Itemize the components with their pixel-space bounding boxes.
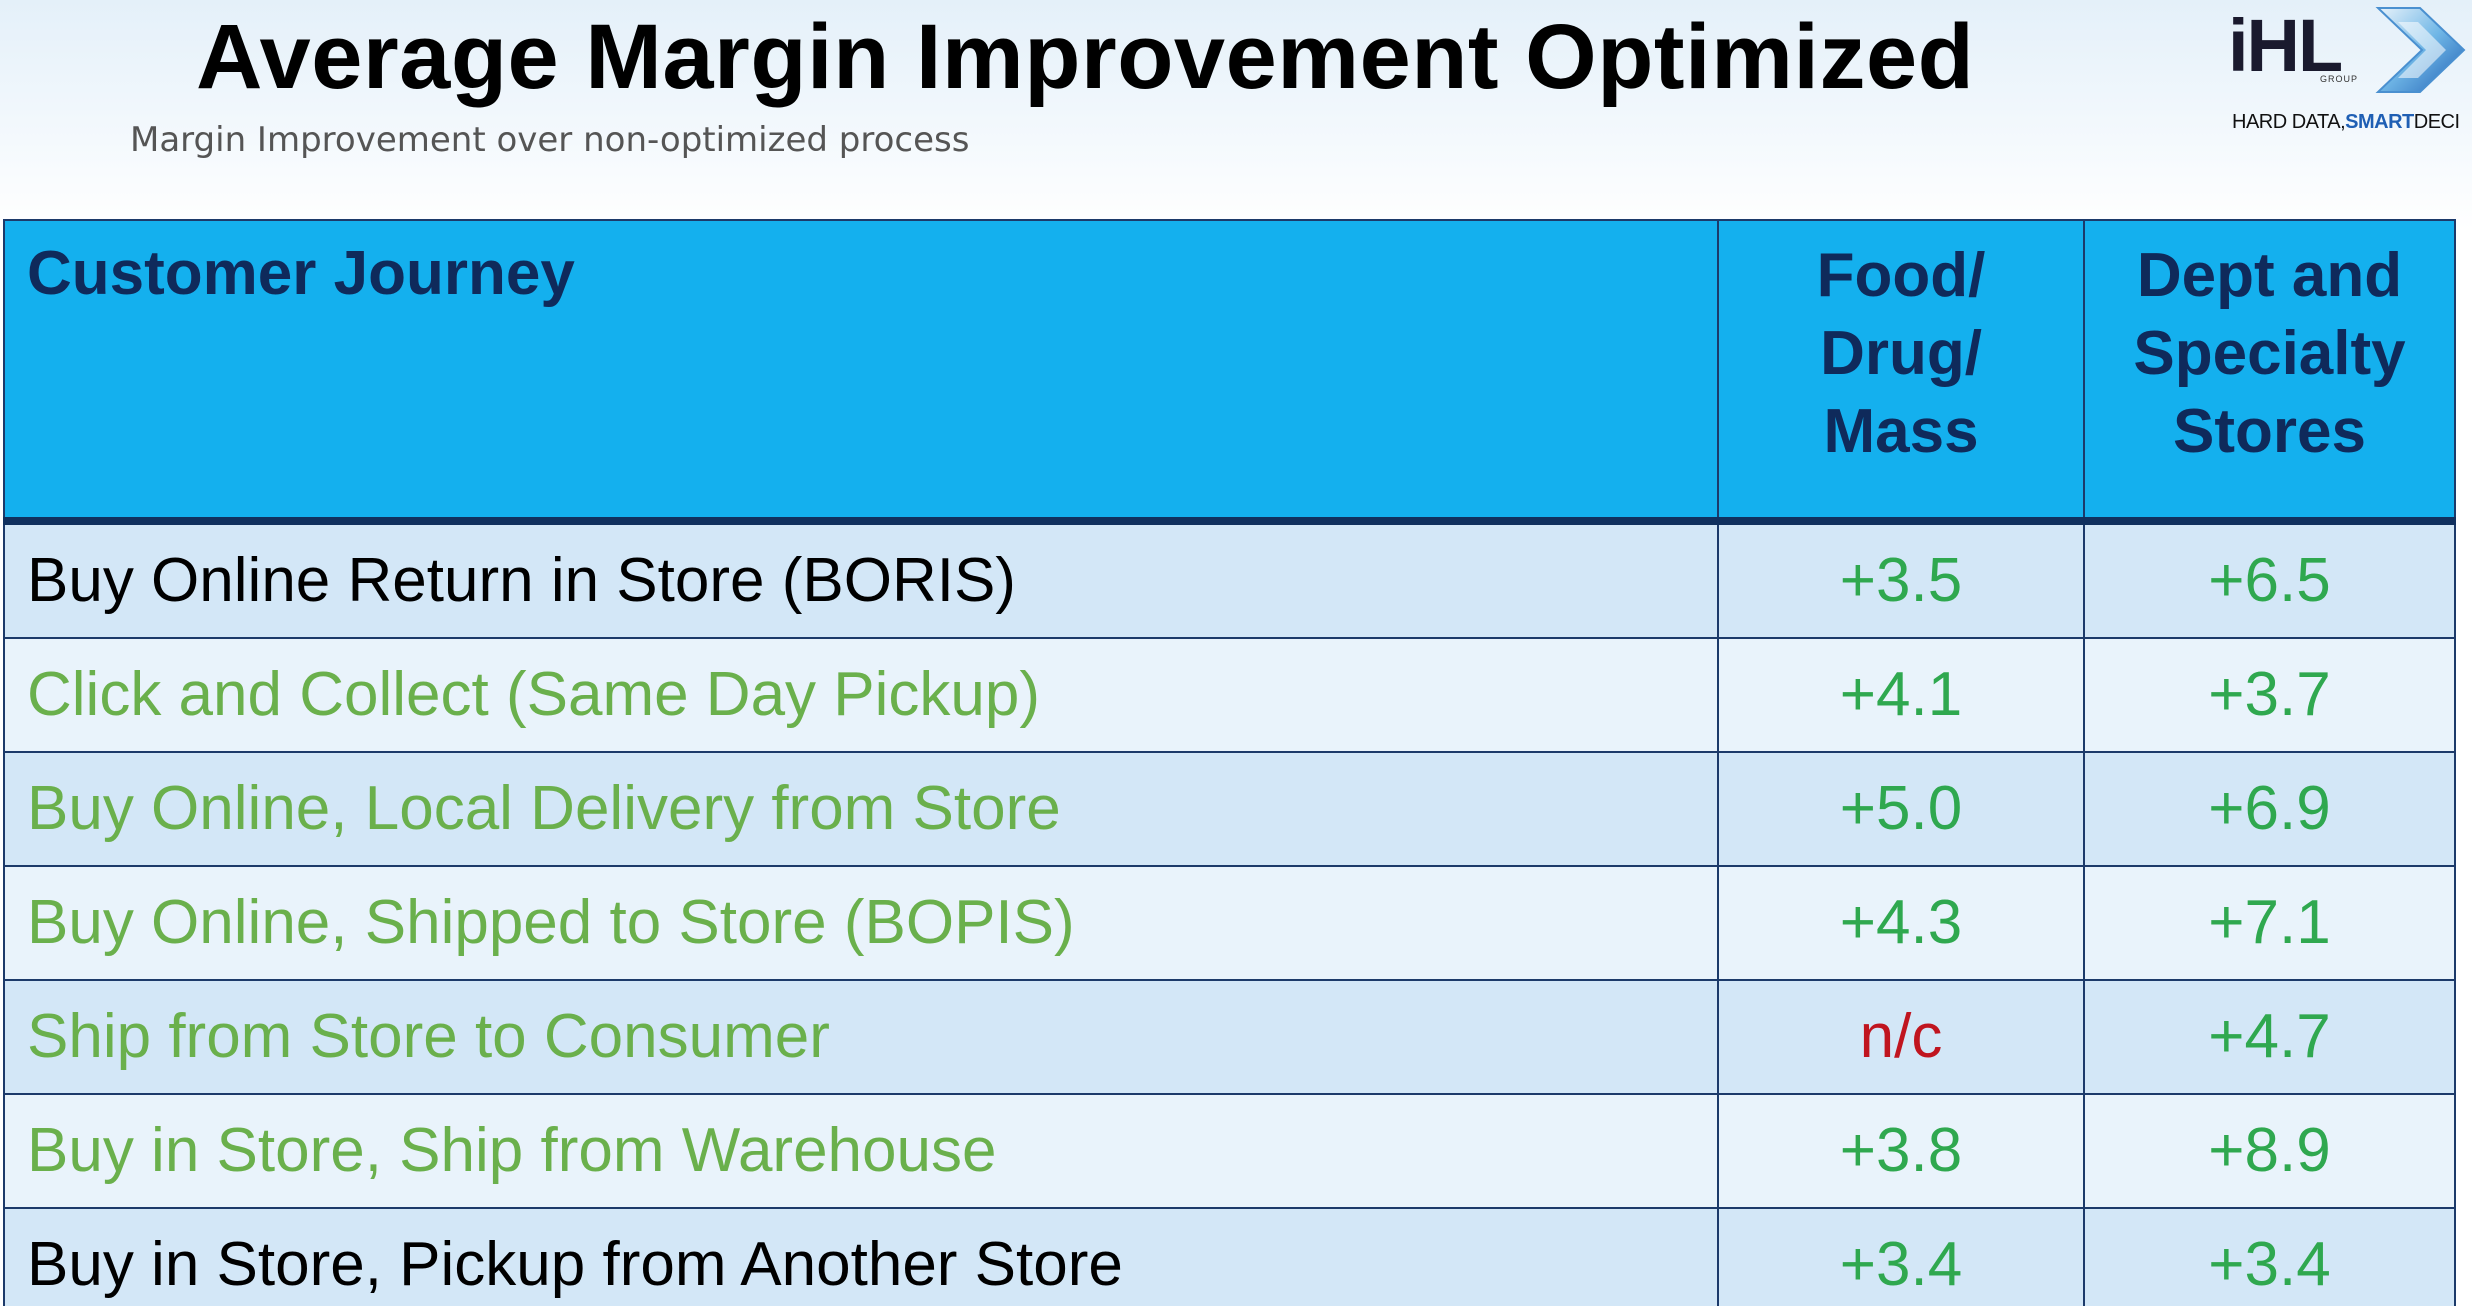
customer-journey-cell: Buy Online, Shipped to Store (BOPIS) bbox=[3, 865, 1719, 981]
dept-specialty-value: +3.4 bbox=[2083, 1207, 2456, 1306]
column-header-food-drug-mass: Food/ Drug/ Mass bbox=[1717, 219, 2085, 525]
page-subtitle: Margin Improvement over non-optimized pr… bbox=[130, 120, 970, 160]
table-body: Buy Online Return in Store (BORIS) +3.5 +6… bbox=[3, 520, 2456, 1306]
page-title: Average Margin Improvement Optimized bbox=[196, 6, 1975, 108]
logo-mark: iHL bbox=[2228, 4, 2343, 87]
ihl-logo: iHL GROUP HARD DATA,SMARTDECI bbox=[2228, 4, 2472, 140]
table-row: Buy in Store, Pickup from Another Store +… bbox=[3, 1207, 2456, 1306]
dept-specialty-value: +6.5 bbox=[2083, 520, 2456, 639]
food-drug-mass-value: +3.5 bbox=[1717, 520, 2085, 639]
customer-journey-cell: Ship from Store to Consumer bbox=[3, 979, 1719, 1095]
table-row: Click and Collect (Same Day Pickup) +4.1 +… bbox=[3, 637, 2456, 753]
food-drug-mass-value: +4.1 bbox=[1717, 637, 2085, 753]
customer-journey-cell: Click and Collect (Same Day Pickup) bbox=[3, 637, 1719, 753]
margin-table: Customer Journey Food/ Drug/ Mass Dept a… bbox=[3, 219, 2456, 1306]
table-row: Buy Online, Shipped to Store (BOPIS) +4.3… bbox=[3, 865, 2456, 981]
table-row: Buy Online, Local Delivery from Store +5.… bbox=[3, 751, 2456, 867]
food-drug-mass-value: +4.3 bbox=[1717, 865, 2085, 981]
customer-journey-cell: Buy in Store, Pickup from Another Store bbox=[3, 1207, 1719, 1306]
column-header-dept-specialty: Dept and Specialty Stores bbox=[2083, 219, 2456, 525]
food-drug-mass-value: +3.8 bbox=[1717, 1093, 2085, 1209]
dept-specialty-value: +4.7 bbox=[2083, 979, 2456, 1095]
logo-tagline: HARD DATA,SMARTDECI bbox=[2232, 111, 2460, 133]
dept-specialty-value: +8.9 bbox=[2083, 1093, 2456, 1209]
customer-journey-cell: Buy in Store, Ship from Warehouse bbox=[3, 1093, 1719, 1209]
customer-journey-cell: Buy Online, Local Delivery from Store bbox=[3, 751, 1719, 867]
table-header-row: Customer Journey Food/ Drug/ Mass Dept a… bbox=[3, 219, 2456, 525]
table-row: Ship from Store to Consumer n/c +4.7 bbox=[3, 979, 2456, 1095]
food-drug-mass-value: +3.4 bbox=[1717, 1207, 2085, 1306]
dept-specialty-value: +6.9 bbox=[2083, 751, 2456, 867]
logo-group-label: GROUP bbox=[2320, 74, 2359, 84]
chevron-right-icon bbox=[2375, 7, 2466, 93]
dept-specialty-value: +3.7 bbox=[2083, 637, 2456, 753]
table-row: Buy in Store, Ship from Warehouse +3.8 +8.… bbox=[3, 1093, 2456, 1209]
food-drug-mass-value: n/c bbox=[1717, 979, 2085, 1095]
food-drug-mass-value: +5.0 bbox=[1717, 751, 2085, 867]
customer-journey-cell: Buy Online Return in Store (BORIS) bbox=[3, 520, 1719, 639]
dept-specialty-value: +7.1 bbox=[2083, 865, 2456, 981]
column-header-customer-journey: Customer Journey bbox=[3, 219, 1719, 525]
table-row: Buy Online Return in Store (BORIS) +3.5 +6… bbox=[3, 520, 2456, 639]
